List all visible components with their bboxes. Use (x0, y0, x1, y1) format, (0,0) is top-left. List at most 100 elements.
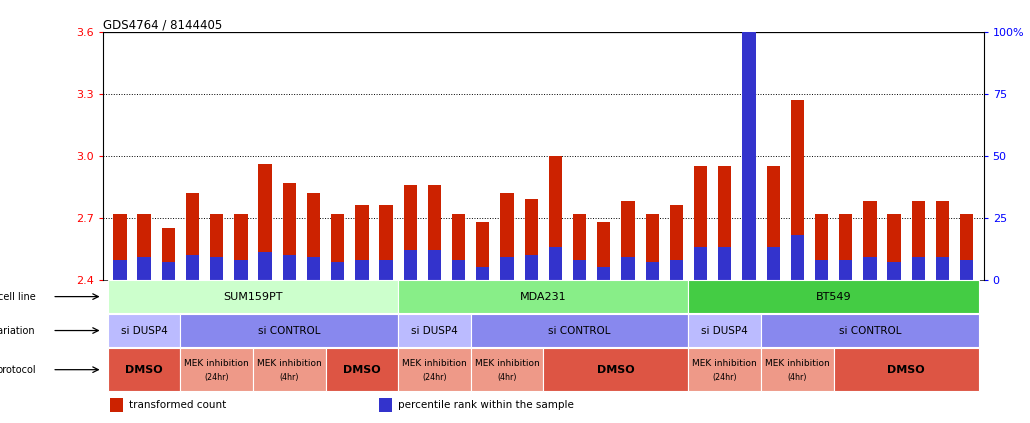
Bar (936, 201, 950, 280)
Bar (427, 184, 441, 280)
Bar (694, 247, 708, 280)
Text: MDA231: MDA231 (520, 291, 566, 302)
Bar (815, 260, 828, 280)
Bar (646, 214, 659, 280)
Text: DMSO: DMSO (126, 365, 163, 375)
Bar (543, 349, 688, 391)
Text: (24hr): (24hr) (713, 373, 737, 382)
Bar (839, 260, 853, 280)
Bar (162, 262, 175, 280)
Bar (185, 193, 199, 280)
Bar (399, 314, 471, 347)
Bar (833, 349, 978, 391)
Bar (404, 250, 417, 280)
Bar (379, 398, 391, 412)
Bar (282, 183, 296, 280)
Bar (399, 280, 688, 313)
Text: (4hr): (4hr) (279, 373, 299, 382)
Bar (325, 349, 399, 391)
Bar (791, 100, 804, 280)
Bar (549, 247, 562, 280)
Bar (137, 257, 150, 280)
Bar (621, 201, 634, 280)
Bar (888, 262, 901, 280)
Bar (766, 166, 780, 280)
Bar (766, 247, 780, 280)
Text: DMSO: DMSO (888, 365, 925, 375)
Text: GDS4764 / 8144405: GDS4764 / 8144405 (103, 19, 222, 32)
Text: DMSO: DMSO (597, 365, 634, 375)
Text: MEK inhibition: MEK inhibition (475, 359, 540, 368)
Bar (839, 214, 853, 280)
Bar (379, 260, 392, 280)
Bar (718, 166, 731, 280)
Bar (761, 314, 978, 347)
Text: MEK inhibition: MEK inhibition (402, 359, 467, 368)
Bar (471, 349, 543, 391)
Text: MEK inhibition: MEK inhibition (692, 359, 757, 368)
Bar (688, 349, 761, 391)
Bar (331, 262, 344, 280)
Bar (670, 205, 683, 280)
Bar (452, 214, 466, 280)
Bar (573, 214, 586, 280)
Bar (137, 214, 150, 280)
Bar (253, 349, 325, 391)
Bar (476, 222, 489, 280)
Bar (307, 257, 320, 280)
Bar (912, 257, 925, 280)
Bar (688, 314, 761, 347)
Bar (863, 201, 877, 280)
Bar (108, 349, 180, 391)
Text: BT549: BT549 (816, 291, 852, 302)
Bar (694, 166, 708, 280)
Bar (210, 214, 224, 280)
Text: (4hr): (4hr) (497, 373, 517, 382)
Bar (960, 214, 973, 280)
Bar (108, 280, 399, 313)
Bar (743, 34, 756, 280)
Text: protocol: protocol (0, 365, 35, 375)
Bar (960, 260, 973, 280)
Bar (524, 199, 538, 280)
Text: genotype/variation: genotype/variation (0, 326, 35, 335)
Text: MEK inhibition: MEK inhibition (184, 359, 249, 368)
Text: cell line: cell line (0, 291, 35, 302)
Bar (331, 214, 344, 280)
Text: (24hr): (24hr) (422, 373, 447, 382)
Text: DMSO: DMSO (343, 365, 381, 375)
Text: percentile rank within the sample: percentile rank within the sample (398, 400, 574, 410)
Bar (180, 349, 253, 391)
Bar (234, 214, 247, 280)
Bar (501, 193, 514, 280)
Bar (259, 164, 272, 280)
Bar (399, 349, 471, 391)
Bar (718, 247, 731, 280)
Text: si CONTROL: si CONTROL (838, 326, 901, 335)
Bar (355, 205, 369, 280)
Bar (180, 314, 399, 347)
Bar (863, 257, 877, 280)
Bar (670, 260, 683, 280)
Bar (597, 267, 611, 280)
Bar (282, 255, 296, 280)
Bar (113, 214, 127, 280)
Bar (743, 32, 756, 280)
Text: (24hr): (24hr) (204, 373, 229, 382)
Text: si CONTROL: si CONTROL (259, 326, 320, 335)
Bar (549, 156, 562, 280)
Bar (113, 260, 127, 280)
Bar (621, 257, 634, 280)
Bar (888, 214, 901, 280)
Bar (573, 260, 586, 280)
Bar (688, 280, 978, 313)
Bar (452, 260, 466, 280)
Text: (4hr): (4hr) (788, 373, 808, 382)
Bar (597, 222, 611, 280)
Bar (162, 228, 175, 280)
Text: si DUSP4: si DUSP4 (411, 326, 457, 335)
Text: si DUSP4: si DUSP4 (121, 326, 168, 335)
Bar (404, 184, 417, 280)
Text: MEK inhibition: MEK inhibition (765, 359, 830, 368)
Bar (815, 214, 828, 280)
